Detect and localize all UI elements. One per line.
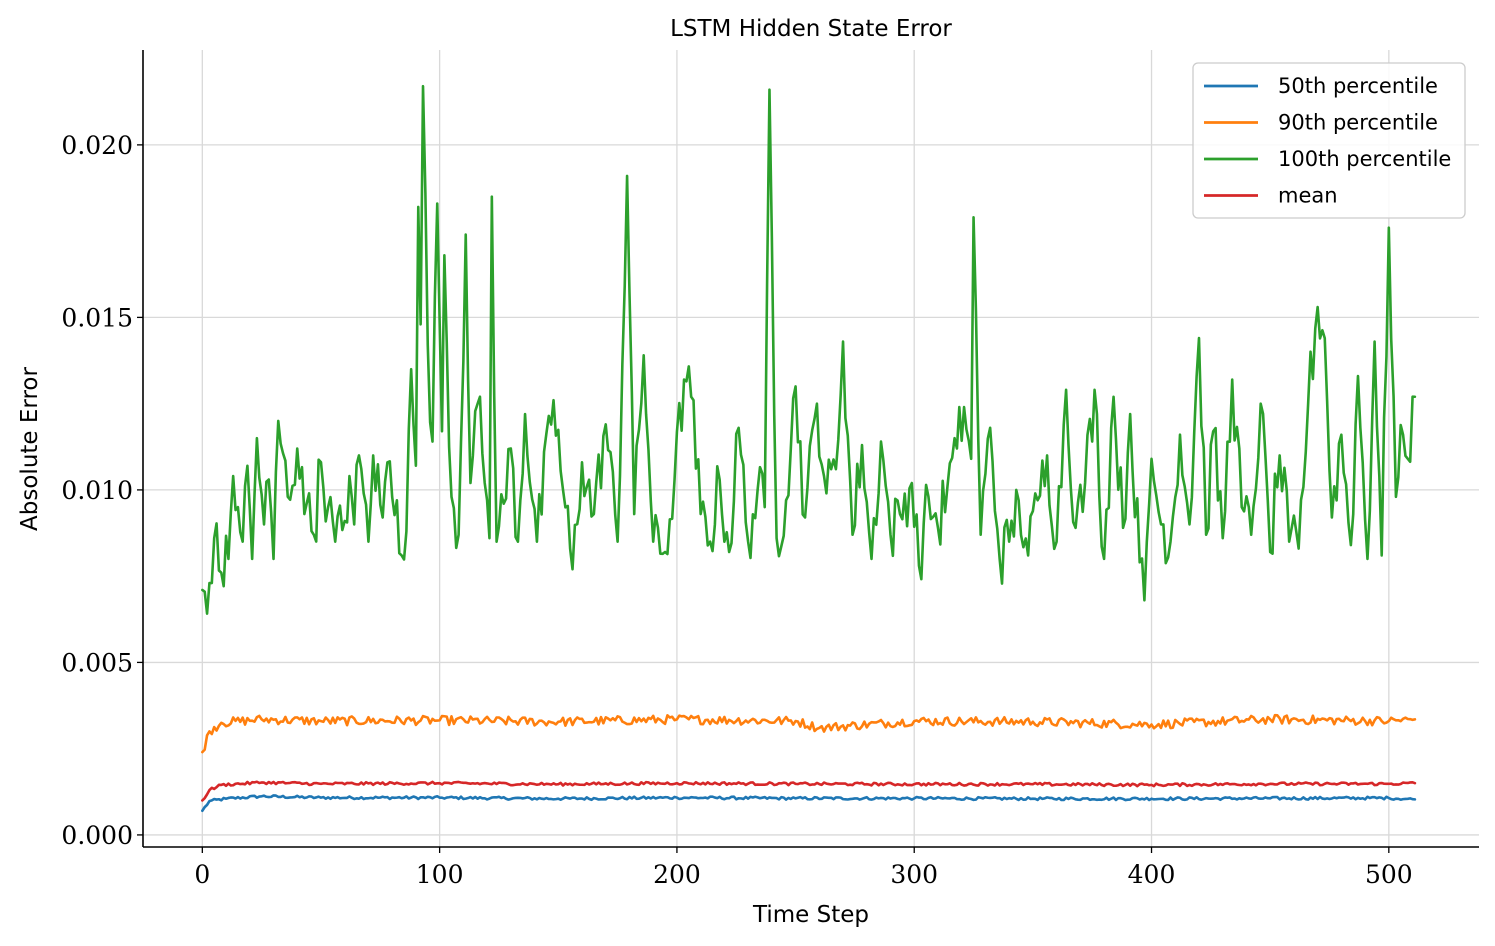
x-tick-label: 0 [194, 860, 210, 889]
series-line-mean [201, 780, 1417, 802]
x-tick-label: 500 [1365, 860, 1413, 889]
y-axis-label: Absolute Error [17, 367, 43, 531]
chart-title: LSTM Hidden State Error [670, 16, 952, 42]
legend-label-100th-percentile: 100th percentile [1278, 147, 1451, 171]
x-axis-label: Time Step [752, 902, 869, 928]
series-line-50th-percentile [201, 794, 1417, 813]
legend-label-mean: mean [1278, 184, 1338, 208]
series-line-90th-percentile [201, 713, 1417, 754]
x-tick-label: 300 [890, 860, 938, 889]
series-lines [201, 84, 1417, 813]
legend-label-90th-percentile: 90th percentile [1278, 111, 1438, 135]
x-tick-label: 400 [1128, 860, 1176, 889]
x-tick-label: 200 [653, 860, 701, 889]
legend-box [1192, 62, 1466, 219]
y-tick-label: 0.010 [61, 476, 133, 505]
x-tick-label: 100 [416, 860, 464, 889]
axes [142, 50, 1479, 848]
ticks: 0 100 200 300 400 500 0.000 0.005 0.010 0.015 0.02… [61, 131, 1412, 889]
y-tick-label: 0.005 [61, 648, 133, 677]
y-tick-label: 0.000 [61, 821, 133, 850]
y-tick-label: 0.020 [61, 131, 133, 160]
y-tick-label: 0.015 [61, 303, 133, 332]
legend: 50th percentile 90th percentile 100th perc… [1192, 62, 1466, 219]
series-line-100th-percentile [201, 84, 1417, 615]
legend-label-50th-percentile: 50th percentile [1278, 74, 1438, 98]
